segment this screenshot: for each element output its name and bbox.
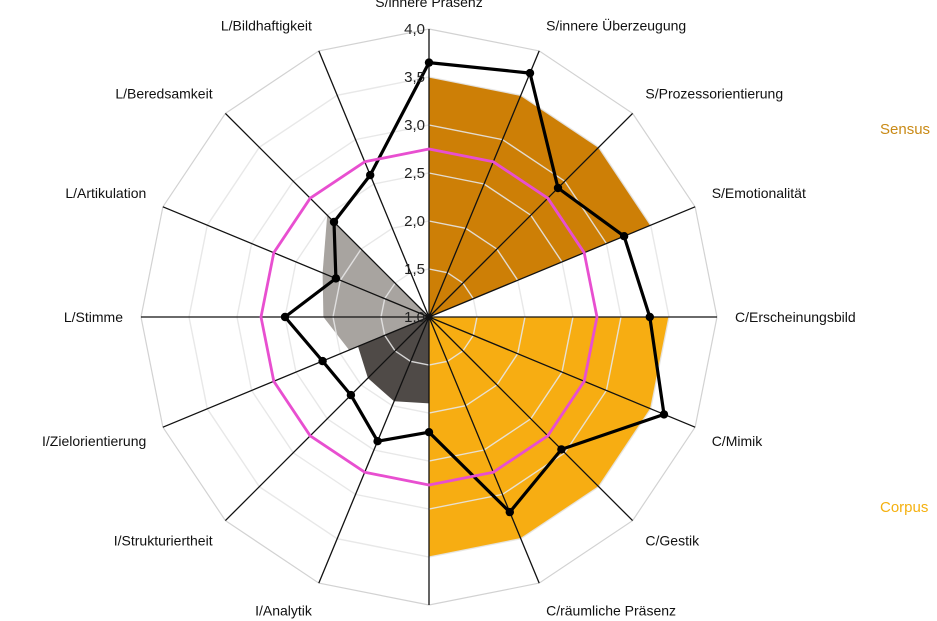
- spoke: [162, 206, 430, 318]
- data-point: [318, 356, 327, 366]
- tick-label: 1,5: [404, 261, 425, 278]
- spoke: [162, 316, 430, 428]
- tick-label: 1,0: [404, 309, 425, 326]
- tick-label: 3,0: [404, 117, 425, 134]
- axis-label: L/Stimme: [64, 309, 123, 325]
- axis-labels: S/innere Präsenz S/innere Überzeugung S/Pr…: [42, 0, 856, 619]
- axis-label: C/Mimik: [712, 433, 764, 449]
- spokes: [141, 29, 717, 605]
- spoke: [428, 50, 540, 318]
- axis-label: C/Erscheinungsbild: [735, 309, 856, 325]
- axis-label: C/Gestik: [645, 532, 700, 548]
- series-lines: [259, 58, 669, 517]
- spoke: [428, 112, 634, 318]
- spoke: [428, 206, 696, 318]
- data-point: [280, 312, 290, 322]
- axis-label: S/Prozessorientierung: [645, 86, 783, 102]
- data-point: [331, 274, 341, 283]
- area-1: [429, 77, 651, 317]
- spoke: [428, 316, 634, 522]
- data-point: [373, 437, 382, 446]
- data-point: [366, 170, 375, 180]
- series-line-2: [259, 147, 599, 487]
- data-point: [645, 312, 654, 322]
- tick-label: 2,5: [404, 165, 425, 182]
- data-point: [557, 445, 566, 454]
- data-point: [619, 232, 629, 241]
- spoke: [318, 316, 430, 584]
- data-point: [525, 68, 535, 78]
- data-point: [424, 58, 434, 67]
- tick-label: 3,5: [404, 69, 425, 86]
- data-point: [659, 410, 669, 419]
- group-label: Corpus: [880, 499, 928, 516]
- tick-label: 4,0: [404, 21, 425, 38]
- data-point: [424, 428, 434, 437]
- axis-label: L/Artikulation: [65, 185, 146, 201]
- spoke: [318, 50, 430, 318]
- axis-label: S/innere Präsenz: [375, 0, 482, 10]
- axis-label: C/räumliche Präsenz: [546, 603, 676, 619]
- data-point: [553, 183, 563, 193]
- axis-label: L/Bildhaftigkeit: [221, 17, 312, 33]
- axis-label: S/Emotionalität: [712, 185, 806, 201]
- data-point: [505, 507, 514, 517]
- tick-labels: 1,0 1,5 2,0 2,5 3,0 3,5 4,0: [404, 21, 425, 326]
- data-point: [329, 217, 339, 227]
- data-point: [346, 390, 356, 400]
- axis-label: S/innere Überzeugung: [546, 16, 686, 33]
- spoke: [428, 316, 696, 428]
- axis-label: L/Beredsamkeit: [115, 86, 212, 102]
- group-label: Sensus: [880, 121, 930, 138]
- axis-label: I/Zielorientierung: [42, 433, 146, 449]
- tick-label: 2,0: [404, 213, 425, 230]
- axis-label: I/Analytik: [255, 603, 313, 619]
- group-labels: Sensus Corpus: [880, 121, 930, 516]
- spoke: [428, 316, 540, 584]
- spoke: [224, 112, 430, 318]
- spoke: [224, 316, 430, 522]
- area-3: [358, 317, 429, 404]
- axis-label: I/Strukturiertheit: [114, 532, 213, 548]
